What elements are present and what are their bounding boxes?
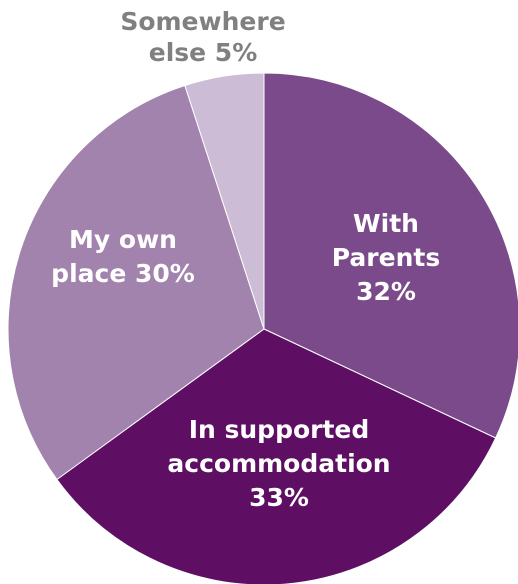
- pie-slices: [7, 72, 518, 584]
- pie-label-in-supported-accommodation: In supported accommodation 33%: [167, 415, 390, 512]
- pie-slice-with-parents: [263, 72, 518, 439]
- pie-label-my-own-place: My own place 30%: [51, 225, 195, 288]
- pie-label-line: With: [353, 209, 419, 238]
- pie-label-line: Somewhere: [120, 7, 285, 36]
- pie-labels: With Parents 32% In supported accommodation 3…: [51, 7, 440, 512]
- pie-label-line: 33%: [249, 483, 309, 512]
- pie-label-line: else 5%: [149, 38, 258, 67]
- pie-label-line: Parents: [332, 243, 440, 272]
- pie-slice-somewhere-else: [184, 72, 265, 330]
- pie-label-somewhere-else: Somewhere else 5%: [120, 7, 285, 67]
- pie-label-line: My own: [69, 225, 177, 254]
- pie-label-with-parents: With Parents 32%: [332, 209, 440, 306]
- pie-label-line: 32%: [356, 277, 416, 306]
- pie-label-line: accommodation: [167, 449, 390, 478]
- pie-label-line: In supported: [189, 415, 370, 444]
- pie-label-line: place 30%: [51, 259, 195, 288]
- pie-slice-my-own-place: [7, 84, 265, 481]
